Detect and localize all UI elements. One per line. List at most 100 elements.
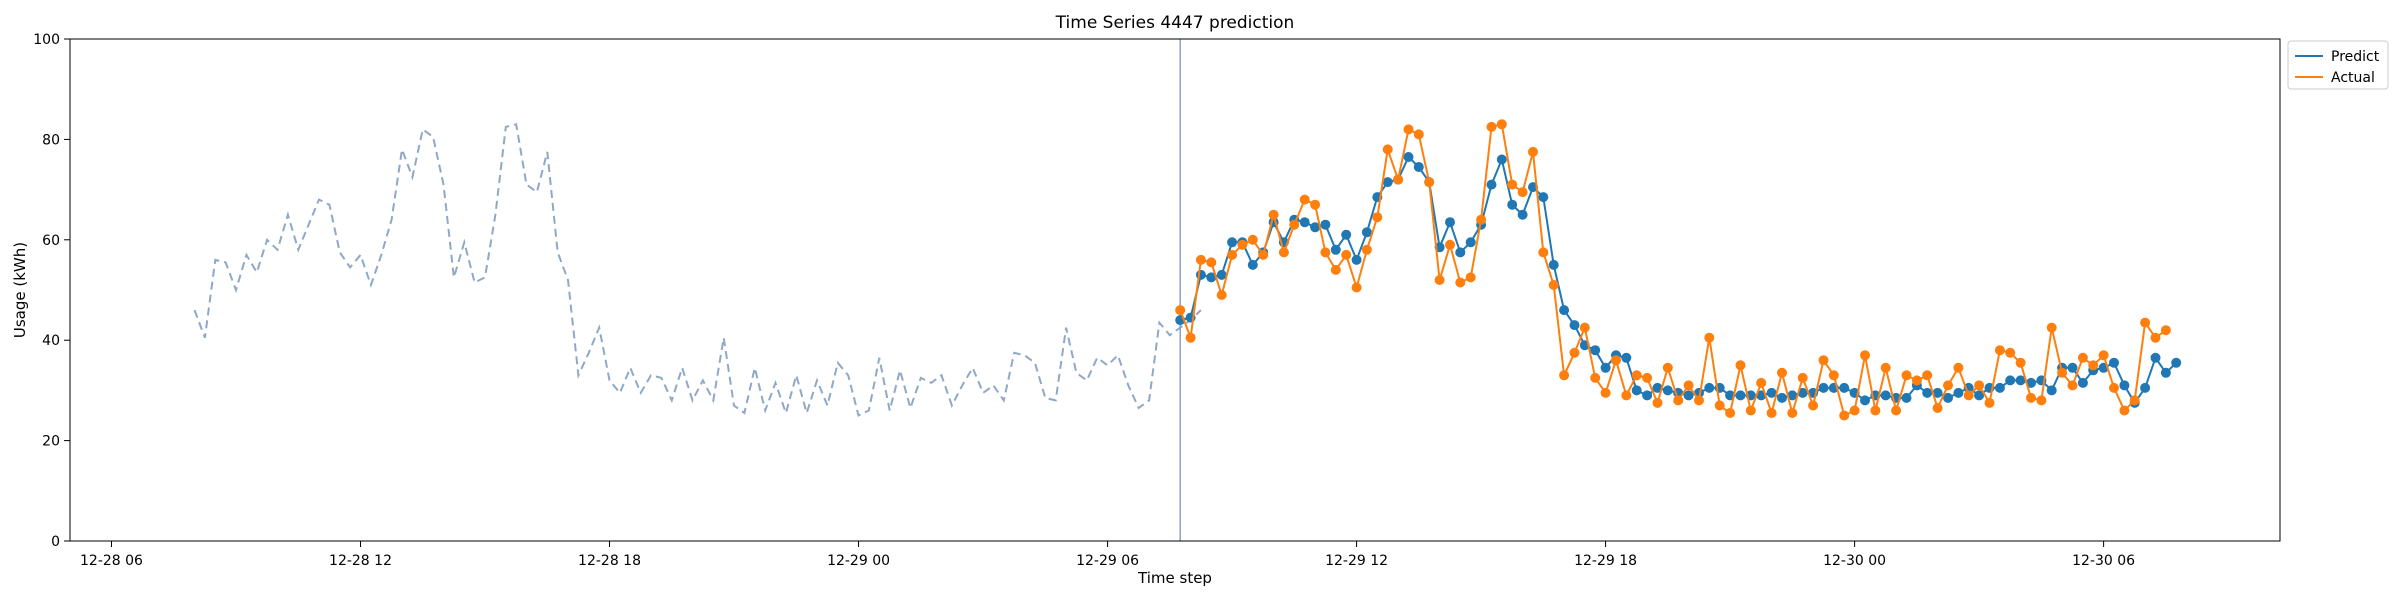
- actual-point: [1206, 257, 1217, 268]
- actual-point: [1185, 332, 1196, 343]
- predict-point: [1496, 154, 1507, 165]
- actual-point: [1725, 408, 1736, 418]
- actual-point: [1320, 247, 1331, 258]
- predict-point: [1932, 387, 1943, 398]
- actual-point: [1787, 408, 1798, 418]
- predict-point: [2150, 352, 2161, 363]
- actual-point: [1673, 395, 1684, 406]
- x-axis: 12-28 06 12-28 12 12-28 18 12-29 00 12-29 06…: [80, 541, 2135, 569]
- predict-point: [1590, 345, 1601, 356]
- actual-point: [1227, 249, 1238, 260]
- predict-point: [2109, 357, 2119, 368]
- predict-point: [1901, 392, 1912, 403]
- actual-point: [1413, 129, 1424, 140]
- actual-point: [1901, 370, 1912, 381]
- y-tick-label: 20: [42, 434, 60, 450]
- actual-point: [1559, 370, 1570, 381]
- predict-point: [1216, 269, 1227, 280]
- actual-point: [1424, 177, 1435, 188]
- actual-point: [1870, 405, 1881, 416]
- predict-series: [1175, 152, 2182, 408]
- predict-point: [1777, 392, 1787, 403]
- actual-point: [1247, 234, 1258, 245]
- actual-point: [2046, 322, 2057, 333]
- chart-title: Time Series 4447 prediction: [1055, 13, 1295, 33]
- predict-point: [1413, 162, 1424, 172]
- actual-point: [1714, 400, 1725, 411]
- actual-point: [2140, 317, 2151, 328]
- actual-point: [1351, 282, 1362, 293]
- actual-point: [1579, 322, 1590, 333]
- actual-point: [1216, 290, 1227, 300]
- actual-point: [1631, 370, 1642, 381]
- x-axis-label: Time step: [1137, 569, 1212, 587]
- predict-point: [1548, 259, 1559, 270]
- actual-point: [2129, 395, 2140, 406]
- actual-point: [1361, 244, 1372, 255]
- actual-point: [1590, 372, 1601, 383]
- actual-point: [1600, 387, 1611, 398]
- actual-point: [2098, 350, 2109, 361]
- y-tick-label: 40: [42, 333, 60, 349]
- actual-point: [1611, 355, 1621, 366]
- predict-point: [1860, 395, 1870, 406]
- x-tick-label: 12-28 12: [329, 553, 392, 569]
- predict-point: [1766, 387, 1777, 398]
- actual-line: [1179, 123, 2167, 417]
- actual-point: [1766, 408, 1777, 418]
- actual-point: [1745, 405, 1756, 416]
- predict-point: [2015, 375, 2026, 386]
- actual-series: [1175, 119, 2171, 421]
- actual-point: [2015, 357, 2026, 368]
- actual-point: [1258, 249, 1269, 260]
- actual-point: [2088, 360, 2099, 371]
- actual-point: [1465, 272, 1476, 283]
- actual-point: [1434, 275, 1445, 285]
- actual-point: [1569, 347, 1580, 358]
- actual-point: [1953, 362, 1964, 373]
- y-axis-label: Usage (kWh): [11, 242, 29, 338]
- actual-point: [1538, 247, 1549, 258]
- actual-point: [2150, 332, 2161, 343]
- actual-point: [1818, 355, 1829, 366]
- actual-point: [1455, 277, 1466, 288]
- predict-point: [1382, 177, 1393, 188]
- predict-point: [1787, 390, 1798, 401]
- predict-point: [1994, 382, 2005, 393]
- predict-point: [1486, 179, 1497, 190]
- actual-point: [1476, 214, 1487, 225]
- actual-point: [1808, 400, 1819, 411]
- predict-point: [1704, 382, 1715, 393]
- actual-point: [2067, 380, 2078, 391]
- actual-point: [1517, 187, 1528, 198]
- actual-point: [1849, 405, 1860, 416]
- x-tick-label: 12-30 06: [2072, 553, 2135, 569]
- actual-point: [2119, 405, 2130, 416]
- predict-point: [1683, 390, 1694, 401]
- predict-point: [2046, 385, 2057, 396]
- actual-point: [1496, 119, 1507, 130]
- actual-point: [1963, 390, 1974, 401]
- predict-point: [1247, 259, 1258, 270]
- actual-point: [1403, 124, 1414, 135]
- predict-point: [1652, 382, 1663, 393]
- x-tick-label: 12-29 12: [1325, 553, 1388, 569]
- actual-point: [1704, 332, 1715, 343]
- y-tick-label: 0: [51, 534, 60, 550]
- predict-point: [1320, 219, 1331, 230]
- actual-point: [1652, 397, 1663, 408]
- predict-point: [1507, 199, 1518, 210]
- predict-point: [1662, 385, 1673, 396]
- actual-point: [1922, 370, 1933, 381]
- predict-point: [2119, 380, 2130, 391]
- actual-point: [1735, 360, 1746, 371]
- plot-area: [193, 39, 2182, 541]
- predict-point: [1818, 382, 1829, 393]
- predict-point: [1953, 387, 1964, 398]
- actual-point: [1195, 254, 1206, 265]
- x-tick-label: 12-28 06: [80, 553, 143, 569]
- legend-predict-label: Predict: [2331, 49, 2380, 65]
- y-axis: 0 20 40 60 80 100: [33, 32, 70, 550]
- predict-point: [1299, 217, 1310, 228]
- actual-point: [1994, 345, 2005, 356]
